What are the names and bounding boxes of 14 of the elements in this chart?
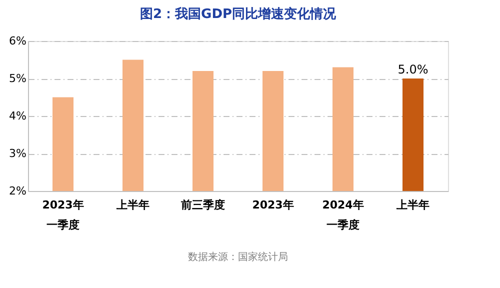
x-tick-label: 2023年一季度	[42, 198, 84, 232]
x-tick-label: 前三季度	[180, 198, 225, 212]
x-tick-label: 上半年	[116, 198, 150, 212]
x-tick-label: 2024年一季度	[322, 198, 364, 232]
chart-title: 图2：我国GDP同比增速变化情况	[140, 6, 338, 22]
y-tick-label: 5%	[9, 72, 26, 85]
y-tick-label: 2%	[9, 184, 26, 198]
x-tick-label: 2023年	[252, 198, 294, 212]
data-label: 5.0%	[398, 62, 428, 76]
y-tick-label: 4%	[9, 110, 26, 122]
source-note: 数据来源：国家统计局	[188, 251, 288, 263]
y-tick-label: 3%	[9, 147, 26, 160]
x-tick-label: 上半年	[396, 198, 430, 212]
y-tick-label: 6%	[9, 34, 26, 48]
